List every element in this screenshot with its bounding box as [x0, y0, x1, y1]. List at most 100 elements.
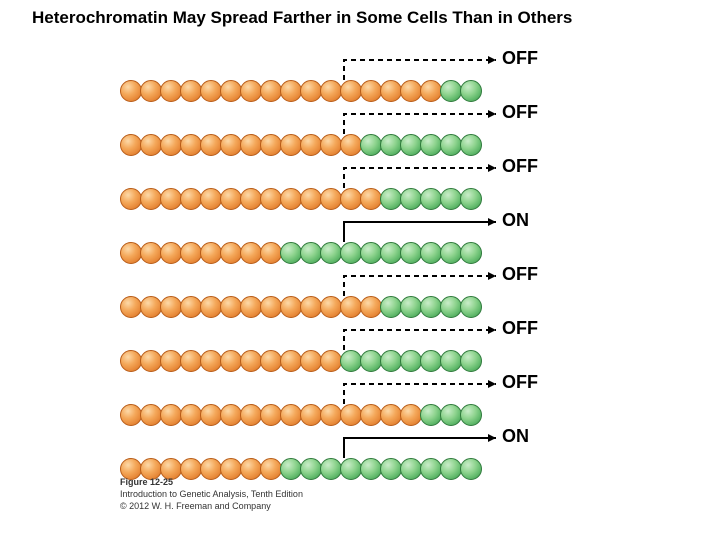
heterochromatin-bead	[260, 134, 282, 156]
heterochromatin-bead	[180, 296, 202, 318]
heterochromatin-bead	[180, 350, 202, 372]
heterochromatin-bead	[240, 404, 262, 426]
heterochromatin-bead	[360, 404, 382, 426]
gene-on-label: ON	[502, 426, 529, 447]
heterochromatin-bead	[240, 350, 262, 372]
nucleosome-strand	[120, 404, 480, 426]
heterochromatin-bead	[380, 80, 402, 102]
heterochromatin-bead	[360, 80, 382, 102]
heterochromatin-bead	[240, 188, 262, 210]
chromatin-row: OFF	[120, 380, 620, 428]
euchromatin-bead	[440, 80, 462, 102]
heterochromatin-bead	[340, 80, 362, 102]
heterochromatin-bead	[320, 404, 342, 426]
heterochromatin-bead	[180, 134, 202, 156]
heterochromatin-bead	[280, 188, 302, 210]
heterochromatin-bead	[360, 296, 382, 318]
chromatin-row: OFF	[120, 272, 620, 320]
gene-off-label: OFF	[502, 372, 538, 393]
euchromatin-bead	[340, 458, 362, 480]
heterochromatin-bead	[300, 134, 322, 156]
heterochromatin-bead	[340, 134, 362, 156]
nucleosome-strand	[120, 350, 480, 372]
nucleosome-strand	[120, 296, 480, 318]
heterochromatin-bead	[140, 80, 162, 102]
euchromatin-bead	[420, 458, 442, 480]
heterochromatin-bead	[160, 242, 182, 264]
heterochromatin-bead	[240, 80, 262, 102]
gene-off-label: OFF	[502, 318, 538, 339]
euchromatin-bead	[420, 350, 442, 372]
figure-number: Figure 12-25	[120, 476, 303, 488]
heterochromatin-bead	[280, 80, 302, 102]
heterochromatin-bead	[220, 80, 242, 102]
heterochromatin-bead	[120, 80, 142, 102]
euchromatin-bead	[420, 134, 442, 156]
euchromatin-bead	[440, 458, 462, 480]
nucleosome-strand	[120, 188, 480, 210]
heterochromatin-bead	[220, 296, 242, 318]
chromatin-row: OFF	[120, 56, 620, 104]
euchromatin-bead	[460, 80, 482, 102]
page-title: Heterochromatin May Spread Farther in So…	[32, 8, 572, 28]
heterochromatin-bead	[160, 134, 182, 156]
euchromatin-bead	[320, 242, 342, 264]
heterochromatin-bead	[120, 242, 142, 264]
euchromatin-bead	[380, 188, 402, 210]
euchromatin-bead	[360, 350, 382, 372]
euchromatin-bead	[460, 242, 482, 264]
heterochromatin-bead	[140, 242, 162, 264]
euchromatin-bead	[440, 296, 462, 318]
euchromatin-bead	[440, 350, 462, 372]
heterochromatin-bead	[280, 296, 302, 318]
heterochromatin-bead	[300, 80, 322, 102]
heterochromatin-bead	[120, 188, 142, 210]
heterochromatin-bead	[160, 350, 182, 372]
heterochromatin-bead	[180, 404, 202, 426]
gene-off-label: OFF	[502, 102, 538, 123]
heterochromatin-bead	[240, 296, 262, 318]
heterochromatin-bead	[300, 404, 322, 426]
euchromatin-bead	[380, 350, 402, 372]
heterochromatin-bead	[120, 404, 142, 426]
heterochromatin-bead	[140, 404, 162, 426]
heterochromatin-bead	[120, 296, 142, 318]
euchromatin-bead	[380, 296, 402, 318]
heterochromatin-bead	[340, 188, 362, 210]
euchromatin-bead	[420, 242, 442, 264]
gene-off-label: OFF	[502, 156, 538, 177]
heterochromatin-diagram: OFFOFFOFFONOFFOFFOFFON	[120, 56, 620, 488]
heterochromatin-bead	[200, 296, 222, 318]
euchromatin-bead	[340, 242, 362, 264]
heterochromatin-bead	[260, 188, 282, 210]
heterochromatin-bead	[320, 188, 342, 210]
euchromatin-bead	[280, 242, 302, 264]
heterochromatin-bead	[120, 134, 142, 156]
euchromatin-bead	[380, 242, 402, 264]
chromatin-row: OFF	[120, 110, 620, 158]
heterochromatin-bead	[300, 350, 322, 372]
heterochromatin-bead	[420, 80, 442, 102]
euchromatin-bead	[420, 296, 442, 318]
euchromatin-bead	[440, 134, 462, 156]
heterochromatin-bead	[240, 134, 262, 156]
heterochromatin-bead	[280, 134, 302, 156]
euchromatin-bead	[460, 458, 482, 480]
heterochromatin-bead	[220, 350, 242, 372]
heterochromatin-bead	[120, 350, 142, 372]
heterochromatin-bead	[340, 404, 362, 426]
figure-caption: Figure 12-25 Introduction to Genetic Ana…	[120, 476, 303, 512]
chromatin-row: ON	[120, 218, 620, 266]
euchromatin-bead	[320, 458, 342, 480]
heterochromatin-bead	[180, 80, 202, 102]
heterochromatin-bead	[320, 350, 342, 372]
euchromatin-bead	[360, 458, 382, 480]
euchromatin-bead	[440, 242, 462, 264]
euchromatin-bead	[300, 242, 322, 264]
heterochromatin-bead	[160, 188, 182, 210]
nucleosome-strand	[120, 80, 480, 102]
euchromatin-bead	[440, 404, 462, 426]
heterochromatin-bead	[200, 350, 222, 372]
euchromatin-bead	[380, 458, 402, 480]
gene-off-label: OFF	[502, 264, 538, 285]
